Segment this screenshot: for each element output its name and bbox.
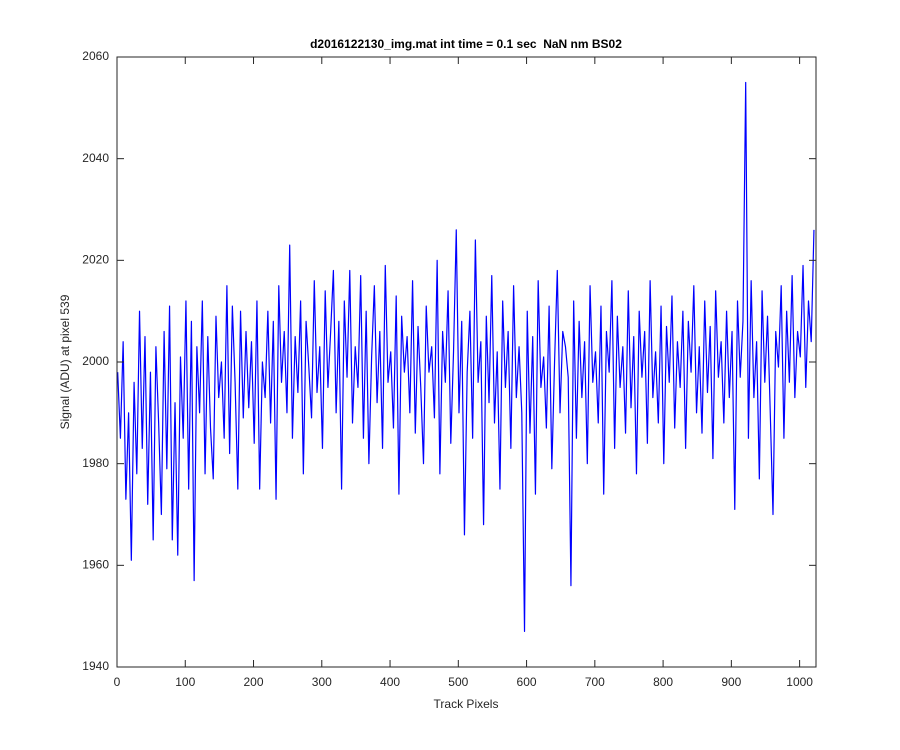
x-tick-label: 300 bbox=[312, 675, 332, 689]
y-tick-label: 2040 bbox=[82, 151, 109, 165]
x-tick-label: 1000 bbox=[786, 675, 813, 689]
y-tick-label: 1980 bbox=[82, 456, 109, 470]
y-tick-label: 2000 bbox=[82, 354, 109, 368]
y-tick-label: 2060 bbox=[82, 49, 109, 63]
x-tick-label: 200 bbox=[244, 675, 264, 689]
x-tick-label: 900 bbox=[721, 675, 741, 689]
x-tick-label: 100 bbox=[175, 675, 195, 689]
x-tick-label: 600 bbox=[517, 675, 537, 689]
x-tick-label: 700 bbox=[585, 675, 605, 689]
y-axis-label: Signal (ADU) at pixel 539 bbox=[58, 294, 72, 429]
y-tick-label: 1960 bbox=[82, 558, 109, 572]
x-tick-label: 800 bbox=[653, 675, 673, 689]
y-tick-label: 2020 bbox=[82, 253, 109, 267]
x-tick-label: 0 bbox=[114, 675, 121, 689]
chart-title: d2016122130_img.mat int time = 0.1 sec N… bbox=[310, 37, 622, 51]
data-line bbox=[117, 81, 815, 633]
x-tick-label: 400 bbox=[380, 675, 400, 689]
x-tick-label: 500 bbox=[448, 675, 468, 689]
y-tick-label: 1940 bbox=[82, 659, 109, 673]
x-axis-label: Track Pixels bbox=[434, 697, 499, 711]
